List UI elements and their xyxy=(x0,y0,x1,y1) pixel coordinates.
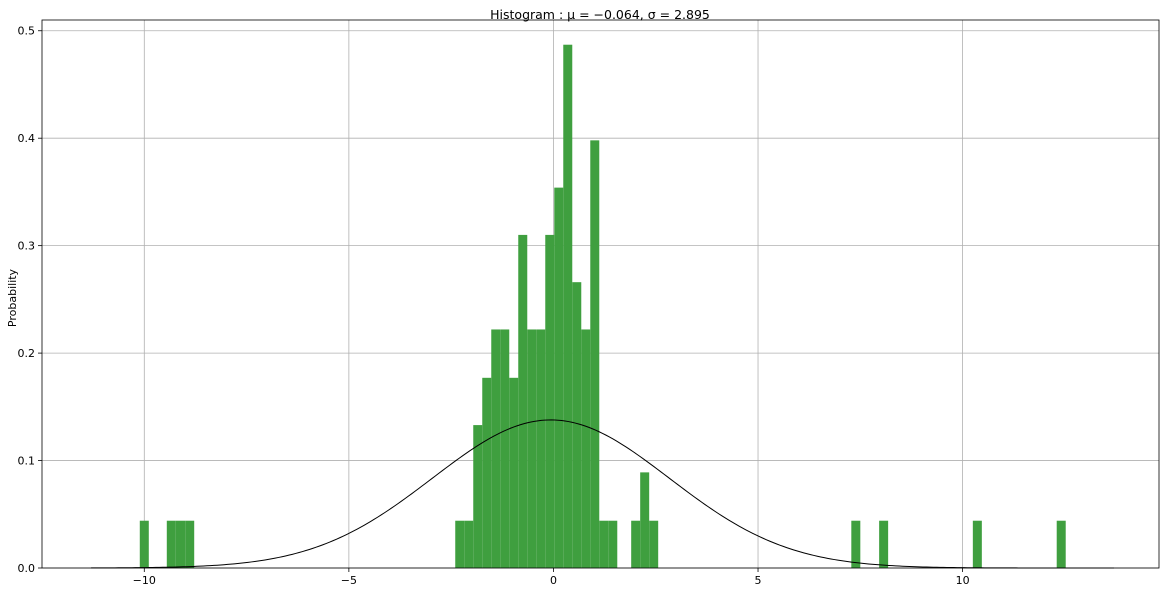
x-tick-label: 5 xyxy=(755,574,762,587)
normal-pdf-curve xyxy=(91,419,1114,569)
histogram-bar xyxy=(599,520,609,568)
histogram-bar xyxy=(851,520,861,568)
histogram-bar xyxy=(545,234,555,568)
histogram-bar xyxy=(608,520,618,568)
histogram-bar xyxy=(464,520,474,568)
histogram-bar xyxy=(482,377,492,568)
x-tick-label: 10 xyxy=(956,574,970,587)
histogram-bar xyxy=(473,425,483,568)
histogram-bar xyxy=(139,520,149,568)
x-tick-label: −10 xyxy=(133,574,156,587)
y-tick-label: 0.4 xyxy=(18,132,36,145)
histogram-bar xyxy=(509,377,519,568)
y-axis-ticks: 0.0 0.1 0.2 0.3 0.4 0.5 xyxy=(18,25,42,575)
histogram-bar xyxy=(572,282,582,568)
histogram-bars xyxy=(139,44,1066,568)
histogram-bar xyxy=(185,520,195,568)
histogram-bar xyxy=(590,140,600,568)
histogram-bar xyxy=(500,329,510,568)
histogram-bar xyxy=(175,520,186,568)
x-tick-label: 0 xyxy=(550,574,557,587)
y-tick-label: 0.2 xyxy=(18,347,36,360)
histogram-bar xyxy=(972,520,982,568)
histogram-bar xyxy=(527,329,537,568)
y-tick-label: 0.1 xyxy=(18,455,36,468)
y-tick-label: 0.0 xyxy=(18,562,36,575)
plot-background xyxy=(42,20,1159,568)
histogram-bar xyxy=(536,329,546,568)
histogram-bar xyxy=(649,520,659,568)
chart-title: Histogram : μ = −0.064, σ = 2.895 xyxy=(490,7,710,22)
x-axis-ticks: −10 −5 0 5 10 xyxy=(133,568,970,587)
histogram-bar xyxy=(166,520,176,568)
histogram-bar xyxy=(581,329,591,568)
x-tick-label: −5 xyxy=(341,574,357,587)
y-axis-label: Probability xyxy=(6,268,19,327)
histogram-bar xyxy=(491,329,501,568)
y-tick-label: 0.3 xyxy=(18,240,36,253)
histogram-bar xyxy=(640,472,650,568)
histogram-bar xyxy=(455,520,465,568)
plot-frame xyxy=(41,19,1160,569)
histogram-bar xyxy=(879,520,889,568)
histogram-bar xyxy=(554,187,564,568)
histogram-bar xyxy=(1056,520,1066,568)
histogram-bar xyxy=(518,234,528,568)
histogram-bar xyxy=(631,520,641,568)
y-tick-label: 0.5 xyxy=(18,25,36,38)
histogram-bar xyxy=(563,44,573,568)
